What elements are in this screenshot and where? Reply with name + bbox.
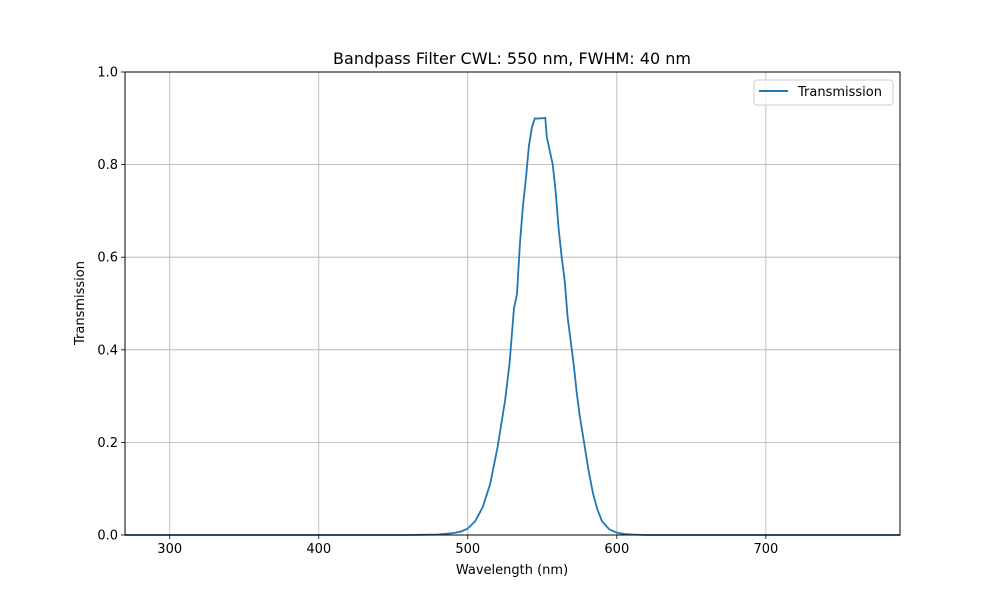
y-axis-label: Transmission (73, 261, 88, 346)
x-tick-label: 600 (604, 542, 629, 557)
legend: Transmission (753, 79, 894, 106)
y-tick-label: 1.0 (97, 66, 118, 81)
axes-ticks: 300 400 500 600 700 0.0 0.2 0.4 0.6 0.8 1.0 (97, 66, 778, 558)
legend-box (753, 79, 894, 106)
y-tick-label: 0.0 (97, 529, 118, 544)
y-tick-label: 0.4 (97, 343, 118, 358)
x-tick-label: 700 (753, 542, 778, 557)
legend-label: Transmission (797, 85, 882, 100)
x-tick-label: 500 (455, 542, 480, 557)
x-axis-label: Wavelength (nm) (456, 563, 568, 578)
chart-title: Bandpass Filter CWL: 550 nm, FWHM: 40 nm (333, 49, 691, 68)
series-layer (125, 116, 900, 536)
series-line-transmission (125, 116, 900, 536)
y-tick-label: 0.8 (97, 158, 118, 173)
plot-area-frame (124, 71, 901, 536)
y-tick-label: 0.2 (97, 436, 118, 451)
x-tick-label: 400 (306, 542, 331, 557)
x-tick-label: 300 (157, 542, 182, 557)
y-tick-label: 0.6 (97, 251, 118, 266)
